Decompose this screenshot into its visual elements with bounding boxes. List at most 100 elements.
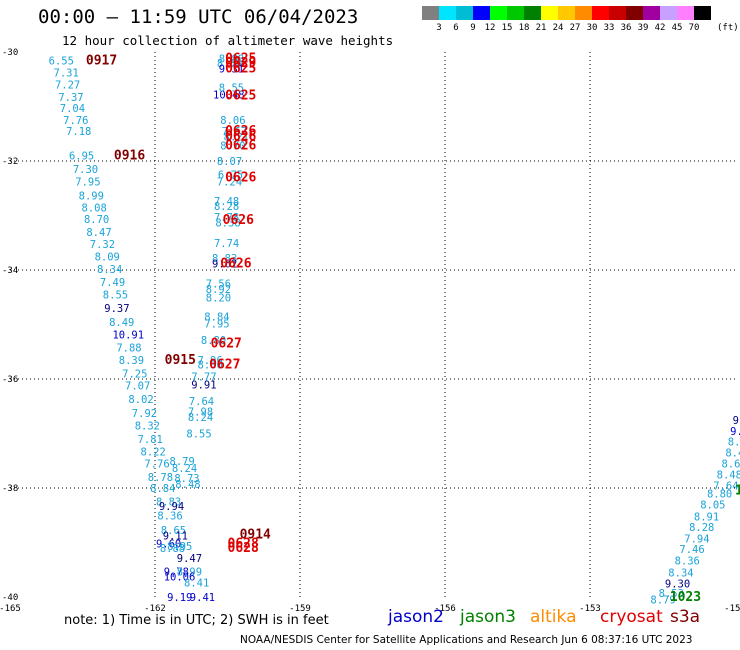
lon-tick-label: -162 [144,604,166,614]
pass-time-label: 0625 [225,52,256,67]
legend-tick-label: 33 [603,23,615,33]
pass-time-label: 0916 [114,149,145,164]
satellite-label-s3a: s3a [670,607,701,627]
wave-height-value: 10.91 [112,329,144,341]
wave-height-value: 8.28 [689,522,714,534]
legend-tick-label: 9 [470,23,476,33]
pass-time-label: 0626 [223,213,254,228]
wave-height-value: 8.55 [186,429,211,441]
lat-tick-label: -40 [2,593,18,603]
wave-height-value: 8.40 [725,448,740,460]
wave-height-value: 8.48 [717,469,740,481]
lon-tick-label: -153 [579,604,601,614]
wave-height-value: 8.49 [109,317,134,329]
lon-tick-label: -150 [724,604,740,614]
pass-time-label: 0625 [225,89,256,104]
note-text: note: 1) Time is in UTC; 2) SWH is in fe… [64,613,329,628]
wave-height-value: 9.41 [190,592,215,604]
wave-height-value: 7.81 [138,434,163,446]
wave-height-value: 8.53 [659,588,684,600]
wave-height-value: 8.24 [188,412,213,424]
wave-height-value: 8.39 [119,355,144,367]
legend-tick-label: 39 [637,23,649,33]
pass-time-label: 0629 [225,56,256,71]
pass-time-label: 0625 [225,61,256,76]
legend-tick-label: 21 [535,23,547,33]
wave-height-value: 9.62 [212,258,237,270]
legend-tick-label: 36 [620,23,632,33]
wave-height-value: 7.37 [58,92,83,104]
wave-height-value: 8.83 [212,253,237,265]
wave-height-value: 8.21 [224,131,249,143]
legend-swatch [626,6,643,20]
wave-height-value: 9.60 [156,539,181,551]
wave-height-value: 8.41 [184,577,209,589]
legend-swatch [677,6,694,20]
wave-height-value: 8.88 [219,54,244,66]
lat-tick-label: -30 [2,48,18,58]
wave-height-value: 8.32 [135,420,160,432]
wave-height-value: 8.83 [156,497,181,509]
pass-time-label: 0917 [86,54,117,69]
wave-height-value: 8.48 [175,479,200,491]
map-grid: -165 -162 -159 -156 -153 -150 -30 -32 -34 -36 -38 -… [0,48,740,614]
wave-height-value: 6.95 [69,151,94,163]
wave-height-value: 7.76 [144,458,169,470]
wave-height-value: 7.78 [214,212,239,224]
legend-swatch [694,6,711,20]
wave-height-value: 9.11 [163,530,188,542]
wave-height-readings: 6.557.317.277.377.047.767.186.957.307.95… [49,52,740,607]
wave-height-value: 8.92 [206,284,231,296]
wave-height-value: 7.88 [116,342,141,354]
wave-height-value: 10.48 [213,90,245,102]
wave-height-value: 7.67 [222,126,247,138]
wave-height-value: 6.55 [49,56,74,68]
pass-time-label: 0626 [225,124,256,139]
wave-height-value: 9. [730,426,740,438]
wave-height-value: 7.31 [54,68,79,80]
wave-height-value: 7.94 [684,534,709,546]
wave-height-value: 9.31 [219,63,244,75]
wave-height-value: 8.84 [150,483,175,495]
wave-height-value: 8.99 [79,190,104,202]
lon-tick-label: -159 [289,604,311,614]
lat-tick-label: -32 [2,157,18,167]
wave-height-value: 8.02 [128,394,153,406]
wave-height-value: 8.88 [160,543,185,555]
wave-height-value: 8.24 [172,463,197,475]
satellite-label-jason2: jason2 [388,607,444,627]
wave-height-value: 7.18 [66,126,91,138]
legend-swatch [575,6,592,20]
legend-tick-label: 70 [688,23,700,33]
legend-tick-label: 27 [569,23,581,33]
wave-height-value: 7.25 [122,369,147,381]
wave-height-value: 10.06 [164,571,196,583]
wave-height-value: 7.24 [217,177,242,189]
legend-swatch [524,6,541,20]
wave-height-value: 9.37 [104,303,129,315]
wave-height-value: 7.27 [55,80,80,92]
wave-height-value: 9.30 [665,578,690,590]
legend-swatch [660,6,677,20]
wave-height-value: 7.07 [125,381,150,393]
legend-tick-label: 45 [671,23,683,33]
pass-time-label: 0626 [225,139,256,154]
wave-height-value: 7.30 [73,164,98,176]
wave-height-value: 8.70 [220,141,245,153]
wave-height-value: 8.38 [215,218,240,230]
wave-height-value: 8.09 [95,251,120,263]
legend-tick-label: 12 [484,23,496,33]
wave-height-value: 8.34 [97,264,122,276]
legend-swatch [456,6,473,20]
wave-height-value: 6.75 [218,170,243,182]
wave-height-value: 8.07 [217,156,242,168]
lon-tick-label: -156 [434,604,456,614]
lat-tick-label: -36 [2,375,18,385]
pass-time-label: 0626 [225,170,256,185]
satellite-label-jason3: jason3 [460,607,516,627]
pass-time-label: 0626 [220,256,251,271]
wave-height-value: 7.46 [679,544,704,556]
wave-height-value: 9.78 [164,566,189,578]
wave-height-value: 8.70 [84,214,109,226]
